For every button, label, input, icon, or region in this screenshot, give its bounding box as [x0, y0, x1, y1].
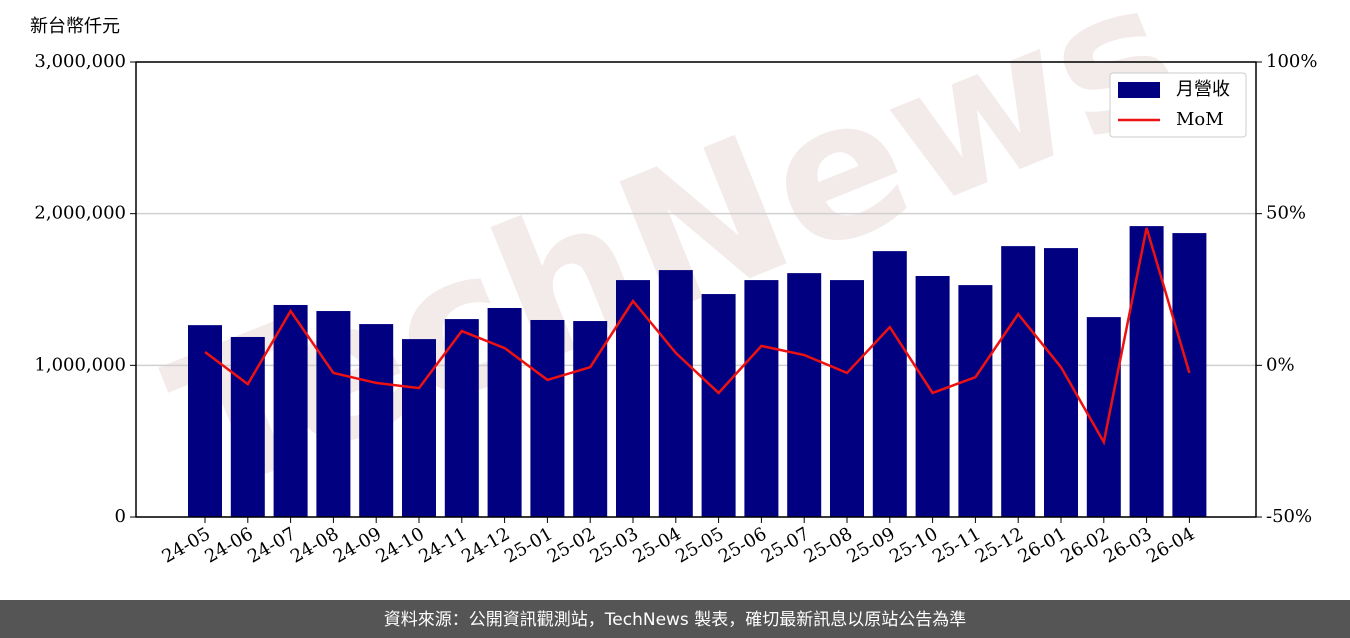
bar — [273, 304, 308, 517]
bar — [402, 339, 436, 517]
x-tick-label: 25-07 — [758, 523, 813, 567]
x-tick-label: 26-03 — [1100, 523, 1155, 567]
x-tick-label: 25-09 — [843, 523, 898, 567]
bar — [487, 308, 522, 517]
legend-swatch — [1118, 82, 1160, 98]
bar — [1172, 233, 1207, 517]
bar — [872, 251, 907, 517]
x-tick-label: 25-11 — [929, 523, 984, 567]
x-tick-label: 25-05 — [672, 523, 727, 567]
x-tick-label: 26-04 — [1143, 523, 1198, 567]
bar — [188, 325, 222, 517]
x-tick-label: 25-02 — [544, 523, 599, 567]
x-tick-label: 25-12 — [972, 523, 1027, 567]
bar — [1086, 317, 1121, 517]
y2-tick-label: 0% — [1266, 354, 1295, 375]
x-tick-label: 24-11 — [415, 523, 470, 567]
x-tick-label: 25-08 — [801, 523, 856, 567]
footer: 資料來源：公開資訊觀測站，TechNews 製表，確切最新訊息以原站公告為準 — [384, 610, 966, 630]
bar — [573, 321, 608, 517]
y2-tick-label: 50% — [1266, 203, 1306, 224]
y2-tick-label: 100% — [1266, 51, 1317, 72]
bar — [915, 276, 950, 517]
legend-label: MoM — [1176, 109, 1224, 130]
x-tick-label: 25-10 — [886, 523, 941, 567]
plot-frame — [135, 61, 1257, 518]
bar — [359, 324, 394, 517]
x-tick-label: 25-03 — [587, 523, 642, 567]
bar — [530, 319, 565, 517]
x-tick-label: 26-01 — [1015, 523, 1070, 567]
bar — [316, 311, 351, 517]
bar — [830, 280, 864, 517]
y-axis-label: 新台幣仟元 — [30, 16, 120, 37]
bar — [787, 273, 822, 517]
x-tick-label: 24-05 — [159, 523, 214, 567]
x-tick-label: 26-02 — [1057, 523, 1112, 567]
x-tick-label: 25-04 — [629, 523, 684, 567]
line — [204, 227, 1191, 446]
x-tick-label: 25-06 — [715, 523, 770, 567]
bar — [701, 294, 736, 517]
bar — [1001, 246, 1036, 517]
bar — [958, 285, 993, 517]
bar — [1129, 226, 1164, 517]
y-tick-label: 3,000,000 — [34, 51, 126, 72]
legend-label: 月營收 — [1176, 79, 1230, 100]
bar — [658, 270, 693, 517]
x-tick-label: 24-10 — [373, 523, 428, 567]
bar — [444, 319, 479, 517]
x-tick-label: 24-09 — [330, 523, 385, 567]
footer-bar — [0, 600, 1350, 638]
x-tick-label: 24-08 — [287, 523, 342, 567]
x-tick-label: 24-07 — [244, 523, 299, 567]
y-tick-label: 0 — [115, 506, 126, 527]
bar — [744, 280, 779, 517]
x-tick-label: 25-01 — [501, 523, 556, 567]
bar — [1044, 248, 1078, 517]
y2-tick-label: -50% — [1266, 506, 1312, 527]
y-tick-label: 2,000,000 — [34, 203, 126, 224]
x-tick-label: 24-12 — [458, 523, 513, 567]
y-tick-label: 1,000,000 — [34, 354, 126, 375]
